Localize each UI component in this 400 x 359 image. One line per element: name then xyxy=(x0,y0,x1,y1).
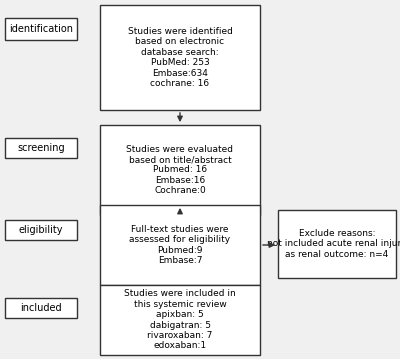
Bar xyxy=(100,5,260,110)
Text: Studies were evaluated
based on title/abstract
Pubmed: 16
Embase:16
Cochrane:0: Studies were evaluated based on title/ab… xyxy=(126,145,234,195)
Bar xyxy=(5,298,77,318)
Bar xyxy=(100,285,260,355)
Text: Full-text studies were
assessed for eligibility
Pubmed:9
Embase:7: Full-text studies were assessed for elig… xyxy=(130,225,230,265)
Text: eligibility: eligibility xyxy=(19,225,63,235)
Text: Exclude reasons:
not included acute renal injury
as renal outcome: n=4: Exclude reasons: not included acute rena… xyxy=(267,229,400,259)
Bar xyxy=(5,18,77,40)
Bar xyxy=(5,138,77,158)
Text: included: included xyxy=(20,303,62,313)
Bar xyxy=(100,205,260,285)
Text: Studies were identified
based on electronic
database search:
PubMed: 253
Embase:: Studies were identified based on electro… xyxy=(128,27,232,88)
Bar xyxy=(100,125,260,215)
Bar xyxy=(278,210,396,278)
Text: screening: screening xyxy=(17,143,65,153)
Text: Studies were included in
this systemic review
apixban: 5
dabigatran: 5
rivaroxab: Studies were included in this systemic r… xyxy=(124,289,236,350)
Text: identification: identification xyxy=(9,24,73,34)
Bar xyxy=(5,220,77,240)
